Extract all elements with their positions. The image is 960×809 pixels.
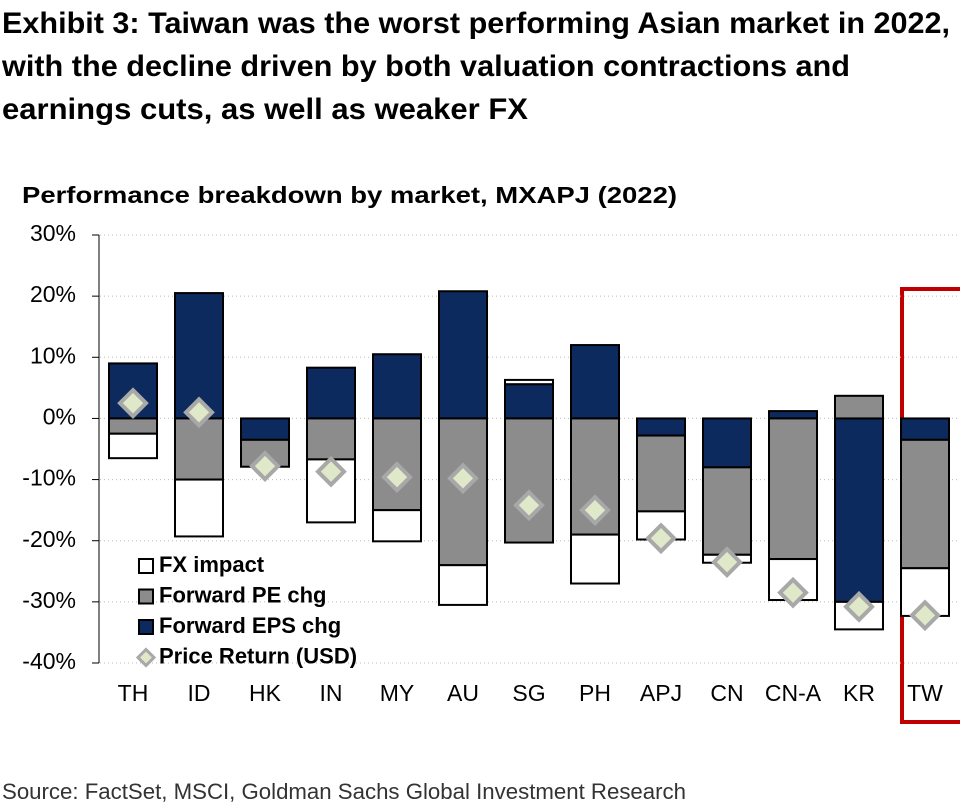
bar-segment [108, 417, 158, 435]
x-tick-label: CN [710, 680, 743, 706]
bar-segment [570, 533, 620, 585]
price-return-marker [513, 489, 545, 522]
bar-segment [504, 378, 554, 386]
bar-segment [834, 394, 884, 420]
price-return-marker [183, 396, 215, 429]
bar-segment [306, 417, 356, 461]
x-tick-label: APJ [640, 680, 682, 706]
price-return-marker [843, 590, 875, 623]
y-tick-label: 20% [30, 281, 76, 307]
chart-title: earnings cuts, as well as weaker FX [2, 93, 528, 126]
x-tick-label: SG [512, 680, 545, 706]
chart-subtitle: Performance breakdown by market, MXAPJ (… [22, 182, 677, 208]
price-return-marker [447, 462, 479, 495]
bar-segment [768, 417, 818, 561]
legend-marker [138, 619, 154, 635]
price-return-marker [777, 576, 809, 609]
x-tick-label: KR [843, 680, 875, 706]
bar-segment [372, 353, 422, 420]
bar-segment [702, 417, 752, 469]
legend-marker [138, 558, 154, 574]
legend-label: Price Return (USD) [159, 643, 357, 668]
x-tick-label: IN [320, 680, 343, 706]
legend-marker [135, 647, 157, 668]
bar-segment [438, 564, 488, 606]
legend-label: FX impact [159, 552, 265, 577]
price-return-marker [645, 522, 677, 555]
bar-segment [504, 383, 554, 420]
bar-segment [768, 410, 818, 420]
x-tick-label: HK [249, 680, 282, 706]
x-tick-label: PH [579, 680, 611, 706]
price-return-marker [909, 599, 941, 632]
y-tick-label: 0% [43, 404, 76, 430]
bar-segment [636, 417, 686, 437]
chart-title: Exhibit 3: Taiwan was the worst performi… [2, 7, 950, 40]
bar-segment [174, 478, 224, 538]
price-return-marker [315, 455, 347, 488]
bar-segment [372, 509, 422, 543]
price-return-marker [117, 387, 149, 419]
bar-segment [504, 417, 554, 544]
legend-label: Forward EPS chg [159, 613, 341, 638]
bar-segment [834, 417, 884, 603]
y-tick-label: 10% [30, 342, 76, 368]
x-tick-label: CN-A [765, 680, 822, 706]
price-return-marker [249, 450, 281, 482]
source-note: Source: FactSet, MSCI, Goldman Sachs Glo… [2, 779, 686, 804]
x-tick-label: TW [907, 680, 943, 706]
price-return-marker [711, 546, 743, 578]
bar-segment [900, 417, 950, 441]
bar-segment [438, 290, 488, 420]
y-tick-label: 30% [30, 220, 76, 246]
y-tick-label: -10% [22, 465, 76, 491]
bar-segment [702, 466, 752, 556]
bar-segment [174, 417, 224, 481]
bar-segment [636, 434, 686, 513]
bar-segment [900, 438, 950, 570]
x-tick-label: TH [118, 680, 149, 706]
price-return-marker [579, 494, 611, 526]
y-tick-label: -20% [22, 526, 76, 552]
bar-segment [240, 417, 290, 441]
y-tick-label: -30% [22, 587, 76, 613]
legend-label: Forward PE chg [159, 582, 326, 607]
chart-title: with the decline driven by both valuatio… [1, 50, 850, 83]
y-tick-label: -40% [22, 648, 76, 674]
bar-segment [570, 344, 620, 420]
x-tick-label: MY [380, 680, 415, 706]
price-return-marker [381, 461, 413, 493]
x-tick-label: ID [188, 680, 211, 706]
x-tick-label: AU [447, 680, 479, 706]
legend-marker [138, 588, 154, 605]
bar-segment [108, 432, 158, 460]
bar-segment [306, 366, 356, 420]
